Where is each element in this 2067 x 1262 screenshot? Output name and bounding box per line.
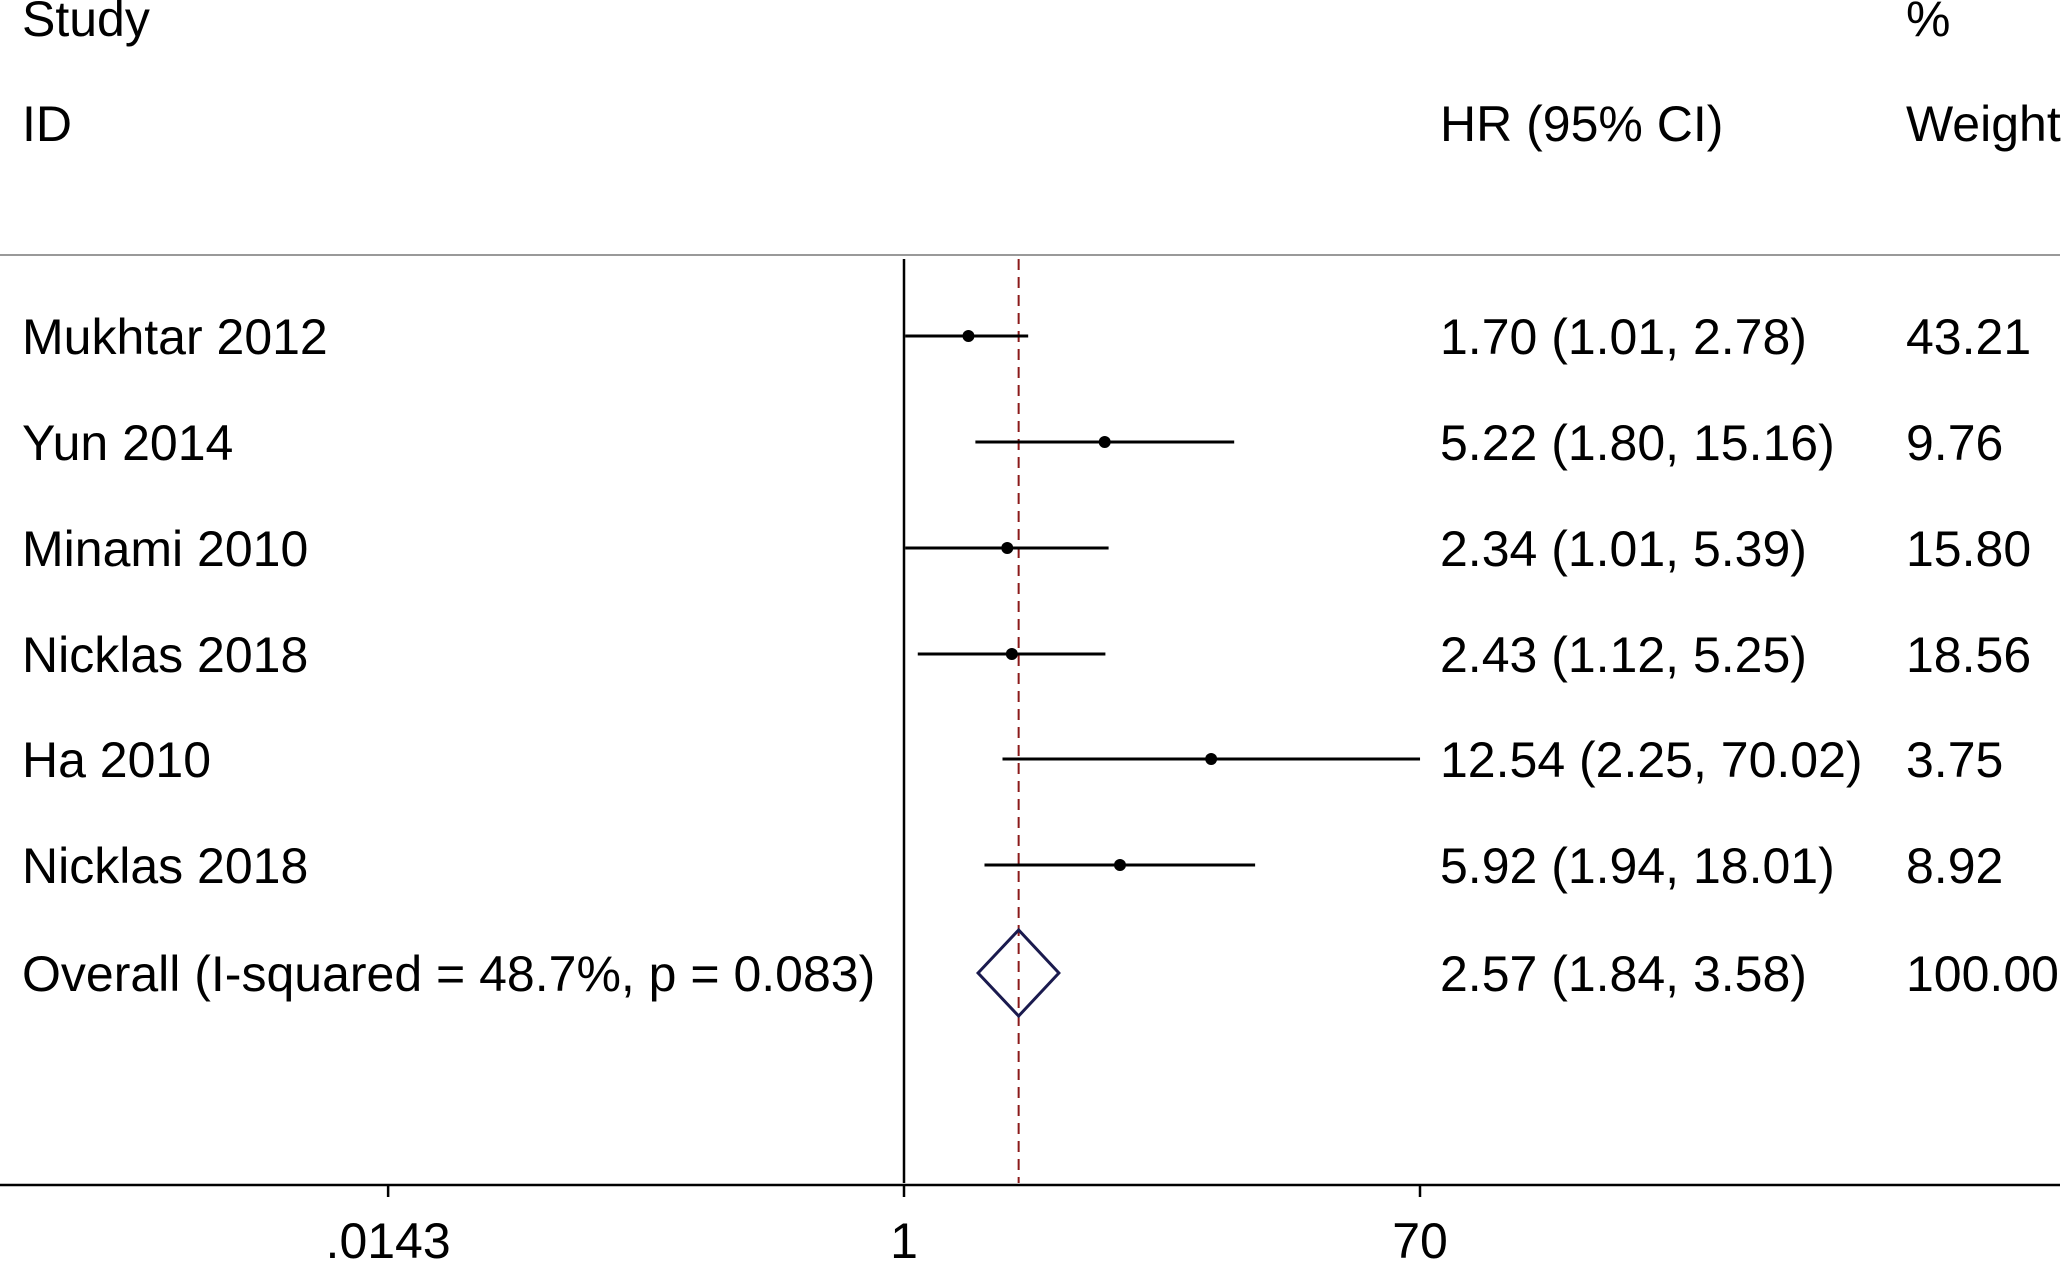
study-row: Ha 2010 12.54 (2.25, 70.02) 3.75 [22,732,2003,788]
header-id: ID [22,96,72,152]
study-row: Nicklas 2018 5.92 (1.94, 18.01) 8.92 [22,838,2003,894]
point-estimate [1113,859,1126,871]
point-estimate [1001,542,1014,554]
x-tick-label: .0143 [326,1213,451,1262]
overall-row: Overall (I-squared = 48.7%, p = 0.083) 2.… [22,927,2059,1019]
point-estimate [1205,753,1218,765]
study-row: Nicklas 2018 2.43 (1.12, 5.25) 18.56 [22,627,2031,683]
study-row: Yun 2014 5.22 (1.80, 15.16) 9.76 [22,415,2003,471]
study-name: Nicklas 2018 [22,627,308,683]
effect-text: 5.92 (1.94, 18.01) [1440,838,1835,894]
study-row: Mukhtar 2012 1.70 (1.01, 2.78) 43.21 [22,309,2031,365]
header-weight: Weight [1906,96,2061,152]
overall-effect-text: 2.57 (1.84, 3.58) [1440,946,1807,1002]
header-study: Study [22,0,150,47]
study-rows: Mukhtar 2012 1.70 (1.01, 2.78) 43.21 Yun 20… [22,309,2031,894]
weight-text: 18.56 [1906,627,2031,683]
weight-text: 43.21 [1906,309,2031,365]
header-percent: % [1906,0,1950,47]
point-estimate [962,330,975,342]
point-estimate [1098,436,1111,448]
study-name: Yun 2014 [22,415,233,471]
weight-text: 9.76 [1906,415,2003,471]
weight-text: 15.80 [1906,521,2031,577]
effect-text: 12.54 (2.25, 70.02) [1440,732,1863,788]
x-tick-label: 1 [890,1213,918,1262]
weight-text: 8.92 [1906,838,2003,894]
overall-weight-text: 100.00 [1906,946,2059,1002]
study-name: Ha 2010 [22,732,211,788]
effect-text: 2.34 (1.01, 5.39) [1440,521,1807,577]
study-name: Nicklas 2018 [22,838,308,894]
study-name: Mukhtar 2012 [22,309,328,365]
point-estimate [1005,648,1018,660]
effect-text: 1.70 (1.01, 2.78) [1440,309,1807,365]
study-row: Minami 2010 2.34 (1.01, 5.39) 15.80 [22,521,2031,577]
study-name: Minami 2010 [22,521,308,577]
effect-text: 5.22 (1.80, 15.16) [1440,415,1835,471]
weight-text: 3.75 [1906,732,2003,788]
overall-label: Overall (I-squared = 48.7%, p = 0.083) [22,946,875,1002]
overall-diamond [975,927,1061,1019]
x-axis-ticks: .0143 1 70 [326,1185,1448,1262]
header-effect: HR (95% CI) [1440,96,1723,152]
x-tick-label: 70 [1392,1213,1448,1262]
effect-text: 2.43 (1.12, 5.25) [1440,627,1807,683]
